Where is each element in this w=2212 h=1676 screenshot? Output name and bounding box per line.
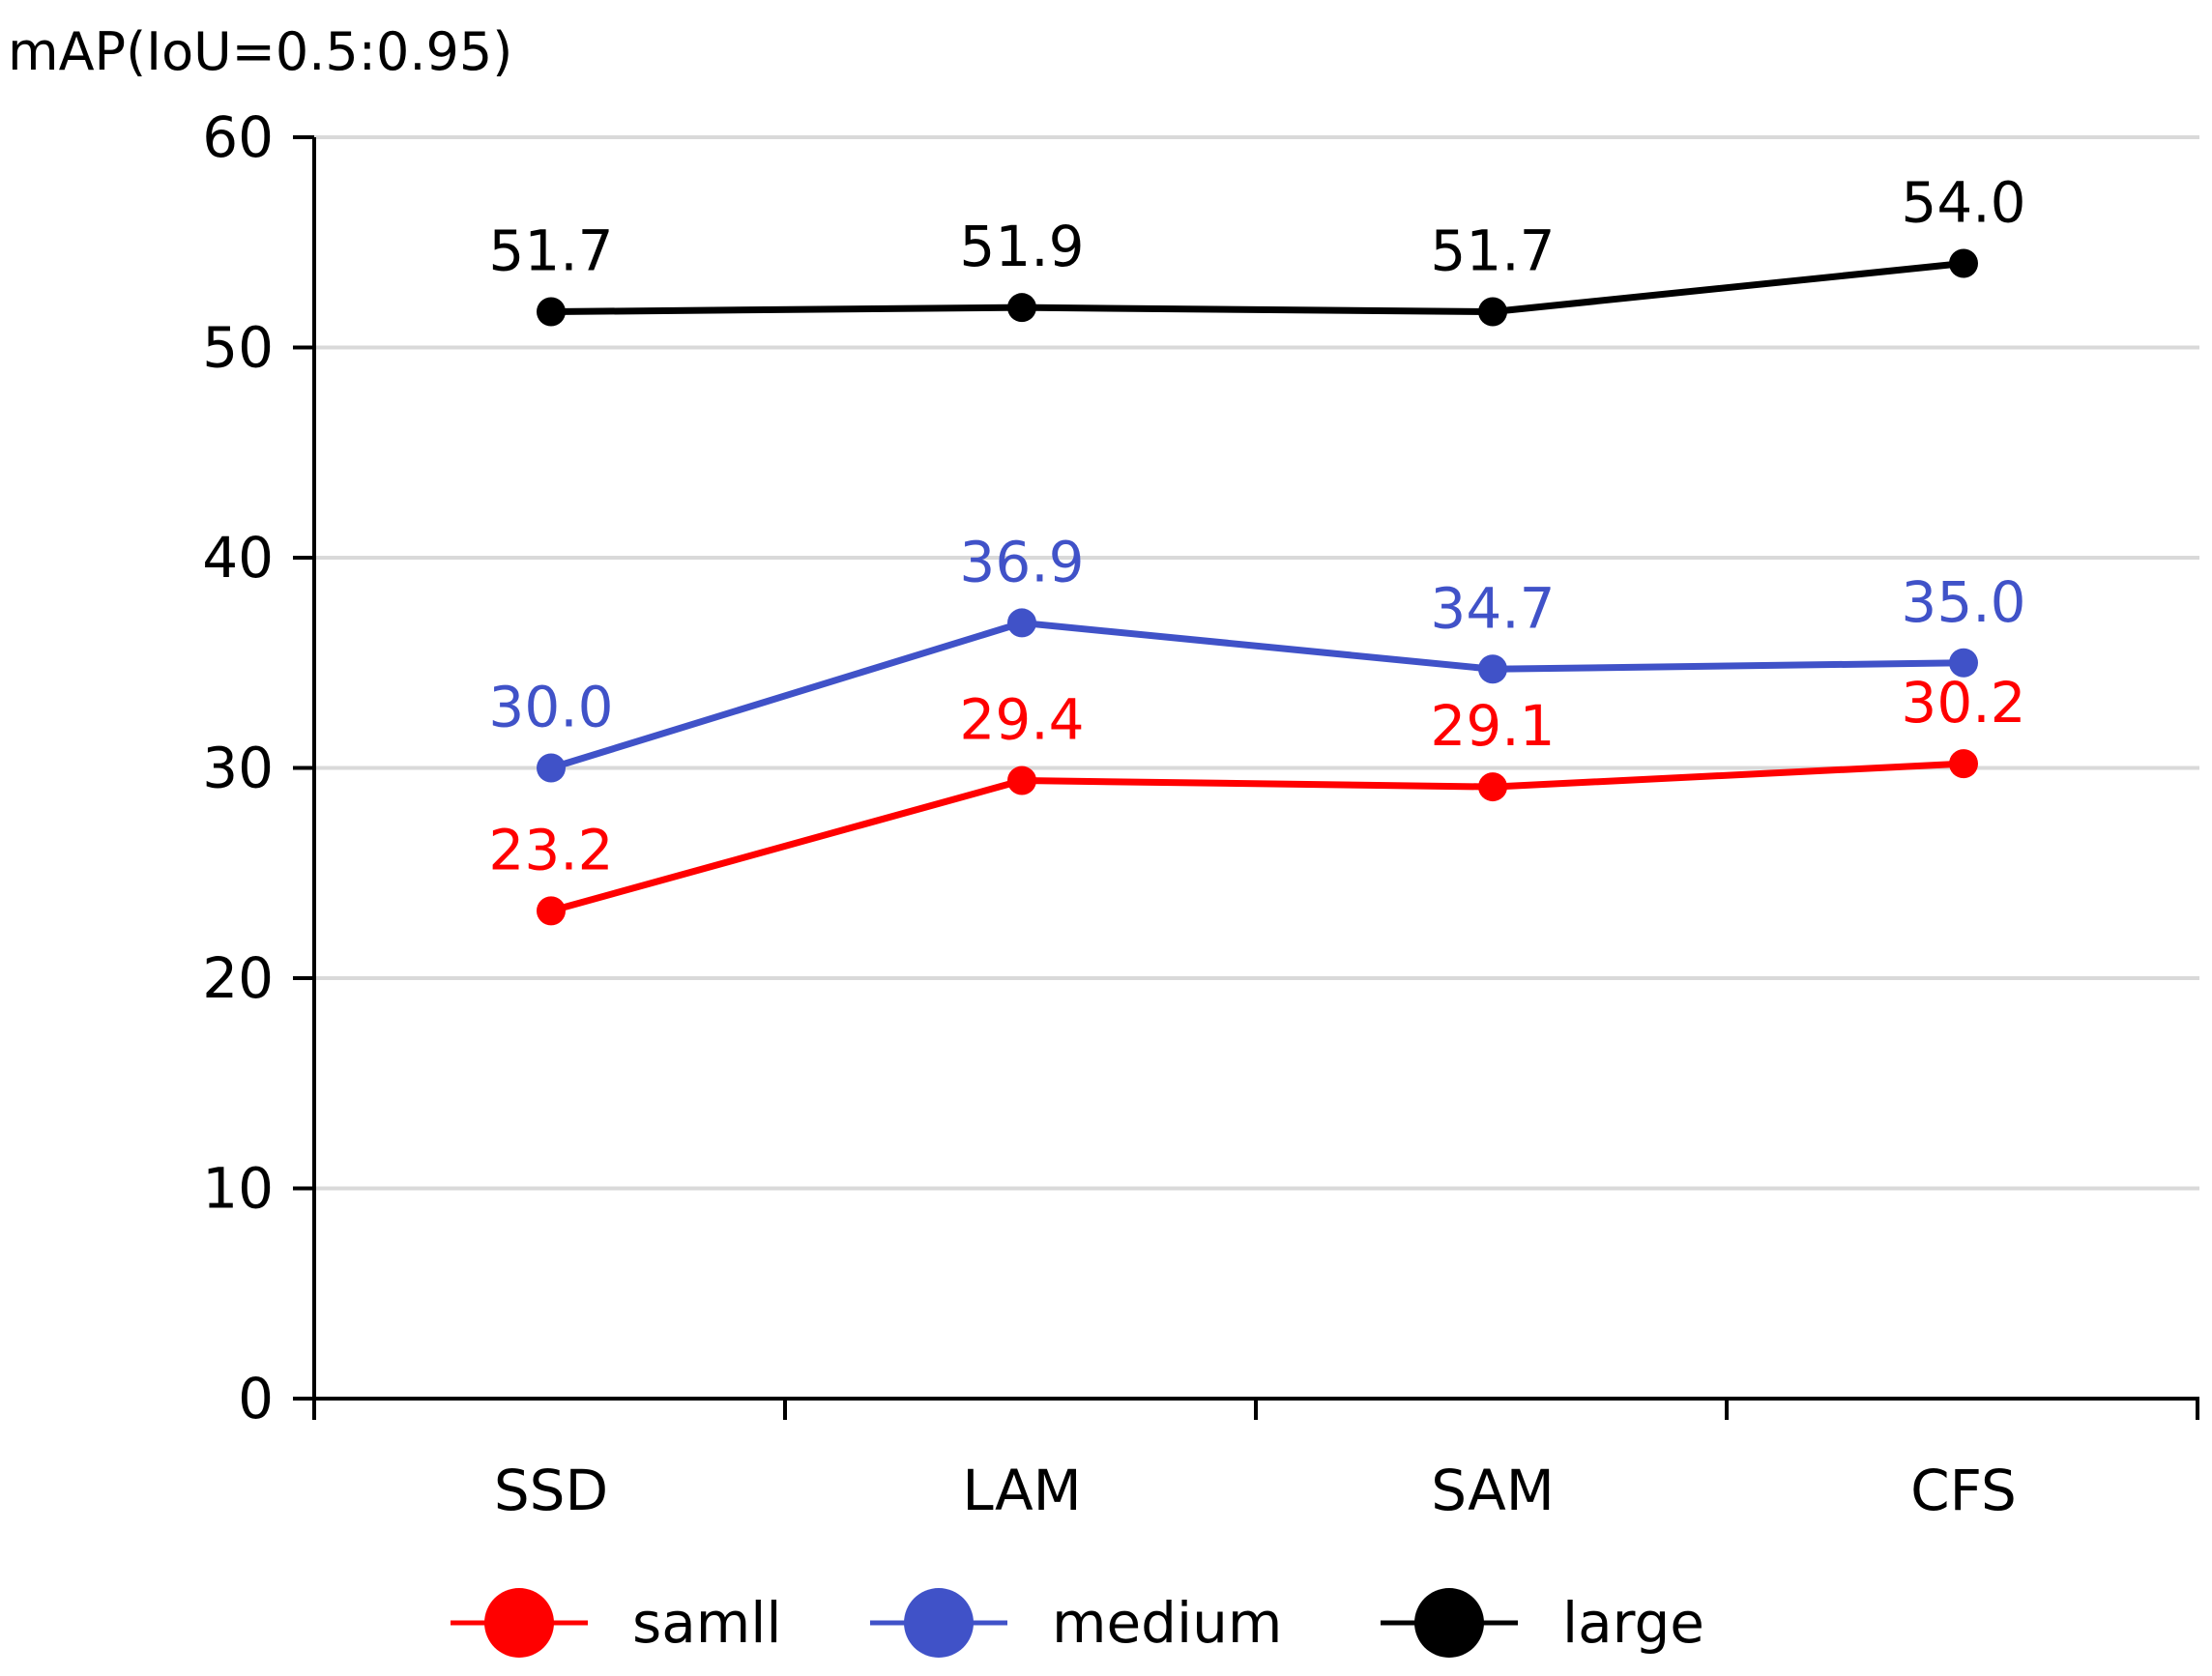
data-point-samll [1949, 749, 1978, 779]
legend-label-samll: samll [632, 1590, 782, 1656]
data-point-medium [1478, 654, 1507, 684]
data-label-large: 51.9 [959, 214, 1084, 279]
x-tick-label: LAM [962, 1458, 1081, 1523]
data-point-medium [537, 753, 566, 783]
data-point-large [1949, 248, 1978, 278]
data-label-large: 51.7 [488, 218, 613, 284]
data-label-medium: 34.7 [1430, 575, 1555, 641]
x-tick-label: SSD [494, 1458, 608, 1523]
data-labels: 23.2 29.4 29.1 30.2 30.0 36.9 34.7 35.0 51.7 51.9… [488, 170, 2025, 883]
series-line-samll [550, 760, 1965, 914]
x-tick-label: SAM [1431, 1458, 1555, 1523]
data-point-large [1478, 297, 1507, 327]
data-label-samll: 29.1 [1430, 693, 1555, 759]
data-point-samll [1007, 766, 1036, 795]
y-tick-label: 20 [202, 945, 274, 1011]
x-tick-label: CFS [1910, 1458, 2017, 1523]
legend-label-large: large [1562, 1590, 1704, 1656]
data-point-samll [1478, 772, 1507, 802]
x-tick-labels: SSD LAM SAM CFS [494, 1458, 2017, 1523]
data-label-samll: 29.4 [959, 687, 1084, 753]
series-line-medium [549, 619, 1965, 771]
gridlines [314, 135, 2199, 1191]
legend: samll medium large [451, 1588, 1704, 1658]
data-label-medium: 36.9 [959, 529, 1084, 594]
data-label-samll: 23.2 [488, 817, 613, 882]
legend-marker-large [1414, 1588, 1484, 1658]
data-point-medium [1007, 608, 1036, 638]
y-tick-label: 10 [202, 1156, 274, 1222]
axes [293, 135, 2199, 1420]
data-label-medium: 35.0 [1901, 569, 2025, 635]
legend-marker-medium [904, 1588, 974, 1658]
legend-marker-samll [484, 1588, 554, 1658]
y-tick-label: 50 [202, 315, 274, 381]
data-label-large: 54.0 [1901, 170, 2025, 236]
y-tick-label: 30 [202, 736, 274, 801]
y-tick-labels: 0 10 20 30 40 50 60 [202, 104, 274, 1431]
data-point-samll [537, 896, 566, 926]
data-label-large: 51.7 [1430, 218, 1555, 284]
data-label-medium: 30.0 [488, 675, 613, 740]
y-tick-label: 40 [202, 525, 274, 591]
series-group [537, 248, 1978, 926]
data-point-large [537, 297, 566, 327]
data-label-samll: 30.2 [1901, 670, 2025, 736]
series-line-large [550, 260, 1965, 316]
y-tick-label: 60 [202, 104, 274, 170]
data-point-medium [1949, 648, 1978, 678]
y-axis-label: mAP(IoU=0.5:0.95) [8, 21, 512, 82]
y-tick-label: 0 [238, 1366, 274, 1431]
data-point-large [1007, 293, 1036, 323]
legend-label-medium: medium [1052, 1590, 1282, 1656]
